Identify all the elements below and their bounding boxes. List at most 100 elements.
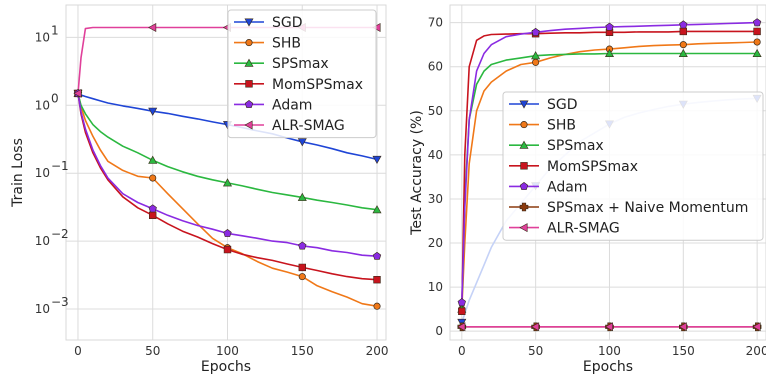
y-tick-exponent: 0 — [51, 91, 59, 105]
series-line-momspsmax — [77, 93, 378, 281]
data-point-shb — [753, 38, 761, 46]
legend-marker-sgd — [244, 18, 254, 27]
y-axis-label: Test Accuracy (%) — [409, 110, 425, 236]
y-tick-label: 50 — [428, 104, 443, 118]
data-point-alr-smag — [73, 88, 82, 98]
y-tick-exponent: −3 — [51, 295, 69, 309]
data-point-spsmax — [222, 178, 233, 187]
series-line-momspsmax — [461, 30, 758, 312]
data-point-shb — [149, 174, 157, 182]
legend-label-momspsmax: MomSPSmax — [272, 77, 363, 93]
legend-marker-momspsmax — [245, 80, 253, 88]
data-point-spsmax — [531, 51, 541, 60]
y-tick-exponent: −1 — [51, 159, 69, 173]
y-tick-label: 60 — [428, 60, 443, 74]
data-point-alr-smag — [678, 322, 687, 332]
legend-label-adam: Adam — [272, 97, 312, 113]
x-tick-label: 50 — [528, 344, 543, 358]
data-point-sgd — [372, 155, 382, 165]
test-accuracy-chart: 0 50 100 150 200 0 10 20 30 40 50 60 70 Epochs Test Ac… — [409, 4, 766, 375]
y-axis-label: Train Loss — [10, 138, 26, 208]
legend-label-shb: SHB — [272, 36, 301, 52]
data-point-alr-smag — [530, 322, 540, 332]
y-tick-label: 20 — [428, 236, 443, 250]
data-point-shb — [373, 302, 381, 310]
data-point-sgd — [148, 107, 158, 116]
y-tick-label: 10 — [35, 302, 50, 316]
data-point-alr-smag — [604, 322, 613, 332]
x-tick-label: 150 — [672, 344, 695, 358]
data-point-spsmax — [148, 155, 158, 164]
legend-marker-sgd — [519, 100, 529, 109]
x-tick-label: 0 — [74, 344, 82, 358]
data-point-spsmax — [372, 205, 382, 214]
series-line-adam — [77, 93, 378, 257]
y-tick-exponent: −2 — [51, 227, 69, 241]
legend-label-adam: Adam — [547, 179, 587, 195]
legend-marker-alr-smag — [519, 223, 528, 233]
legend-label-sgd: SGD — [272, 15, 303, 31]
data-point-momspsmax — [298, 263, 306, 272]
y-tick-exponent: 1 — [51, 23, 59, 37]
legend-label-alr-smag: ALR-SMAG — [272, 118, 345, 134]
y-tick-label: 70 — [428, 16, 443, 30]
legend-label-spsmax: SPSmax — [547, 138, 604, 154]
x-axis-label: Epochs — [583, 359, 633, 375]
data-point-momspsmax — [679, 27, 687, 36]
y-tick-label: 10 — [35, 234, 50, 248]
data-point-spsmax — [752, 48, 762, 57]
data-point-momspsmax — [458, 307, 466, 315]
y-tick-label: 30 — [428, 192, 443, 206]
x-tick-label: 100 — [216, 344, 239, 358]
legend-label-alr-smag: ALR-SMAG — [547, 221, 620, 237]
legend-marker-spsmax-naive-momentum — [519, 202, 529, 212]
x-tick-label: 150 — [291, 344, 314, 358]
legend-label-sgd: SGD — [547, 97, 578, 113]
legend-marker-shb — [245, 39, 253, 47]
data-point-alr-smag — [148, 22, 157, 33]
data-point-adam — [531, 27, 540, 36]
y-tick-label: 40 — [428, 148, 443, 162]
data-point-shb — [532, 58, 540, 66]
data-point-shb — [298, 273, 306, 281]
data-point-adam — [372, 251, 382, 260]
legend-marker-spsmax — [519, 140, 529, 149]
data-point-adam — [752, 18, 762, 27]
series-line-sgd — [77, 92, 378, 161]
x-tick-label: 200 — [746, 344, 766, 358]
data-point-adam — [148, 204, 157, 213]
y-tick-label: 10 — [428, 280, 443, 294]
x-tick-label: 100 — [598, 344, 621, 358]
y-tick-label: 10 — [35, 98, 50, 112]
data-point-momspsmax — [753, 27, 761, 36]
data-point-alr-smag — [752, 322, 761, 332]
legend-marker-shb — [520, 121, 528, 129]
series-line-adam — [461, 21, 758, 303]
plot-frame — [449, 4, 766, 341]
data-point-momspsmax — [373, 276, 381, 284]
legend-label-momspsmax: MomSPSmax — [547, 159, 638, 175]
y-tick-label: 0 — [435, 324, 443, 338]
data-point-spsmax — [297, 192, 307, 201]
data-point-momspsmax — [149, 211, 157, 219]
data-point-momspsmax — [223, 245, 232, 254]
legend-marker-momspsmax — [520, 162, 528, 170]
data-point-shb — [679, 41, 687, 49]
data-point-spsmax — [678, 48, 688, 57]
plot-frame — [65, 4, 387, 341]
x-tick-label: 200 — [366, 344, 389, 358]
data-point-alr-smag — [372, 22, 381, 33]
legend-marker-adam — [519, 182, 529, 190]
data-point-spsmax — [604, 48, 615, 57]
x-tick-label: 0 — [458, 344, 466, 358]
y-tick-label: 10 — [35, 166, 50, 180]
data-point-alr-smag — [457, 322, 466, 332]
data-point-adam — [223, 229, 232, 237]
series-line-shb — [461, 41, 758, 310]
series-line-spsmax — [461, 52, 758, 310]
x-tick-label: 50 — [145, 344, 160, 358]
legend-label-spsmax: SPSmax — [272, 56, 329, 72]
data-point-adam — [457, 298, 466, 307]
